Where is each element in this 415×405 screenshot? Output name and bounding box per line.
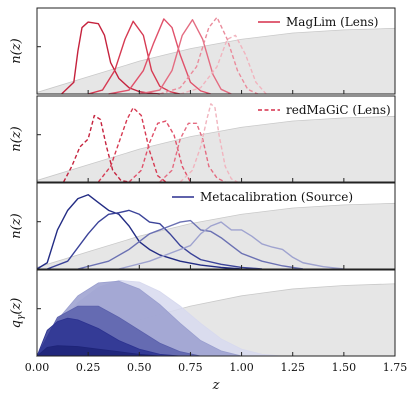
series-line-6 [179, 34, 267, 95]
x-tick-label: 1.25 [280, 361, 305, 374]
x-tick-label: 0.50 [127, 361, 152, 374]
series-line-3 [108, 18, 212, 95]
legend-label: MagLim (Lens) [286, 15, 378, 29]
y-axis-label: qγ(z) [9, 298, 26, 329]
series-line-3 [77, 219, 304, 270]
panel-redmagic: n(z) redMaGiC (Lens) [9, 95, 396, 183]
background-redshift-area [36, 202, 396, 270]
series-line-2 [87, 20, 181, 95]
panel-metacalibration: n(z) Metacalibration (Source) [9, 182, 396, 270]
series-line-2 [46, 209, 263, 270]
legend-label: Metacalibration (Source) [200, 190, 353, 204]
panel-frame [36, 95, 396, 183]
legend: redMaGiC (Lens) [258, 103, 391, 117]
background-redshift-area [36, 27, 396, 95]
series-line-5 [179, 103, 238, 183]
series-line-1 [62, 114, 130, 183]
legend: MagLim (Lens) [258, 15, 378, 29]
panel-frame [36, 269, 396, 357]
legend-label: redMaGiC (Lens) [286, 103, 391, 117]
series-line-4 [118, 221, 344, 270]
x-tick-label: 1.75 [383, 361, 408, 374]
background-redshift-area [36, 115, 396, 183]
x-tick-label: 0.25 [76, 361, 101, 374]
panel-maglim: n(z) MagLim (Lens) [9, 7, 396, 95]
legend: Metacalibration (Source) [172, 190, 353, 204]
y-axis-label: n(z) [9, 213, 24, 238]
x-tick-label: 0.75 [178, 361, 203, 374]
series-line-4 [159, 122, 226, 183]
series-line-4 [139, 19, 232, 95]
series-area-5 [35, 345, 160, 357]
series-line-1 [36, 194, 242, 270]
series-line-2 [97, 107, 167, 183]
panel-frame [36, 7, 396, 95]
panel-frame [36, 182, 396, 270]
x-tick-label: 1.00 [229, 361, 254, 374]
x-tick-label: 0.00 [25, 361, 50, 374]
x-tick-label: 1.50 [332, 361, 357, 374]
series-line-3 [128, 120, 192, 183]
x-axis-label: z [212, 378, 220, 393]
y-axis-label: n(z) [9, 126, 24, 151]
y-axis-label: n(z) [9, 38, 24, 63]
panel-lensing-efficiency: qγ(z) 0.00 0.25 0.50 0.75 1.00 1.25 1.50 1.75 z [9, 269, 408, 393]
